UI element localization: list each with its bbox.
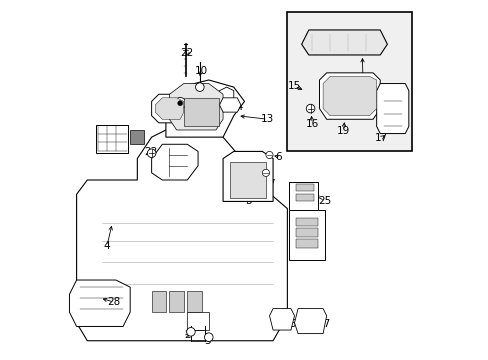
FancyBboxPatch shape <box>288 210 324 260</box>
Circle shape <box>147 149 156 157</box>
Polygon shape <box>219 98 241 112</box>
Circle shape <box>305 104 314 113</box>
Text: 28: 28 <box>107 297 121 307</box>
Polygon shape <box>294 309 326 334</box>
Text: 18: 18 <box>356 82 369 92</box>
FancyBboxPatch shape <box>288 182 317 210</box>
Text: 9: 9 <box>107 130 114 140</box>
Text: 17: 17 <box>374 133 387 143</box>
Polygon shape <box>269 309 294 330</box>
Text: 27: 27 <box>317 319 330 329</box>
Polygon shape <box>169 84 223 130</box>
Text: 24: 24 <box>309 221 322 231</box>
Circle shape <box>186 328 195 336</box>
Text: 16: 16 <box>305 118 318 129</box>
Text: 5: 5 <box>244 196 251 206</box>
Text: 23: 23 <box>144 147 157 157</box>
Polygon shape <box>301 30 386 55</box>
Bar <box>187 312 208 330</box>
Text: 22: 22 <box>181 48 194 58</box>
Text: 10: 10 <box>194 66 207 76</box>
Text: 15: 15 <box>287 81 301 91</box>
Bar <box>130 130 144 144</box>
Circle shape <box>204 333 213 342</box>
Text: 2: 2 <box>183 330 190 341</box>
Text: 12: 12 <box>175 93 188 103</box>
Text: 13: 13 <box>261 114 274 124</box>
Bar <box>183 98 219 126</box>
Bar <box>296 194 313 202</box>
Bar <box>169 291 183 312</box>
Text: 26: 26 <box>283 319 296 329</box>
Bar <box>296 184 313 191</box>
Bar <box>151 291 165 312</box>
Text: 4: 4 <box>103 241 110 251</box>
Circle shape <box>174 98 185 109</box>
FancyBboxPatch shape <box>287 12 411 152</box>
Text: 7: 7 <box>267 179 274 189</box>
Text: 6: 6 <box>275 152 281 162</box>
Polygon shape <box>230 162 265 198</box>
Bar <box>296 228 317 237</box>
Text: 25: 25 <box>318 196 331 206</box>
Polygon shape <box>69 280 130 327</box>
Text: 20: 20 <box>171 171 184 181</box>
Circle shape <box>265 152 272 158</box>
Circle shape <box>262 169 269 176</box>
Text: 1: 1 <box>200 320 206 330</box>
Text: 21: 21 <box>158 113 171 123</box>
Bar <box>296 217 317 226</box>
Polygon shape <box>376 84 408 134</box>
Text: 14: 14 <box>230 102 244 112</box>
Bar <box>187 291 201 312</box>
Text: 8: 8 <box>134 134 141 144</box>
FancyBboxPatch shape <box>96 125 128 153</box>
Polygon shape <box>155 98 183 119</box>
Bar <box>296 239 317 248</box>
Polygon shape <box>223 152 272 202</box>
Polygon shape <box>77 126 287 341</box>
Polygon shape <box>151 144 198 180</box>
Polygon shape <box>323 76 376 116</box>
Text: 11: 11 <box>218 95 231 105</box>
Text: 3: 3 <box>203 337 210 346</box>
Circle shape <box>195 83 203 91</box>
Polygon shape <box>219 87 233 102</box>
Circle shape <box>177 101 183 106</box>
Polygon shape <box>319 73 380 119</box>
Polygon shape <box>151 94 187 123</box>
Text: 19: 19 <box>337 126 350 136</box>
Polygon shape <box>165 80 244 137</box>
